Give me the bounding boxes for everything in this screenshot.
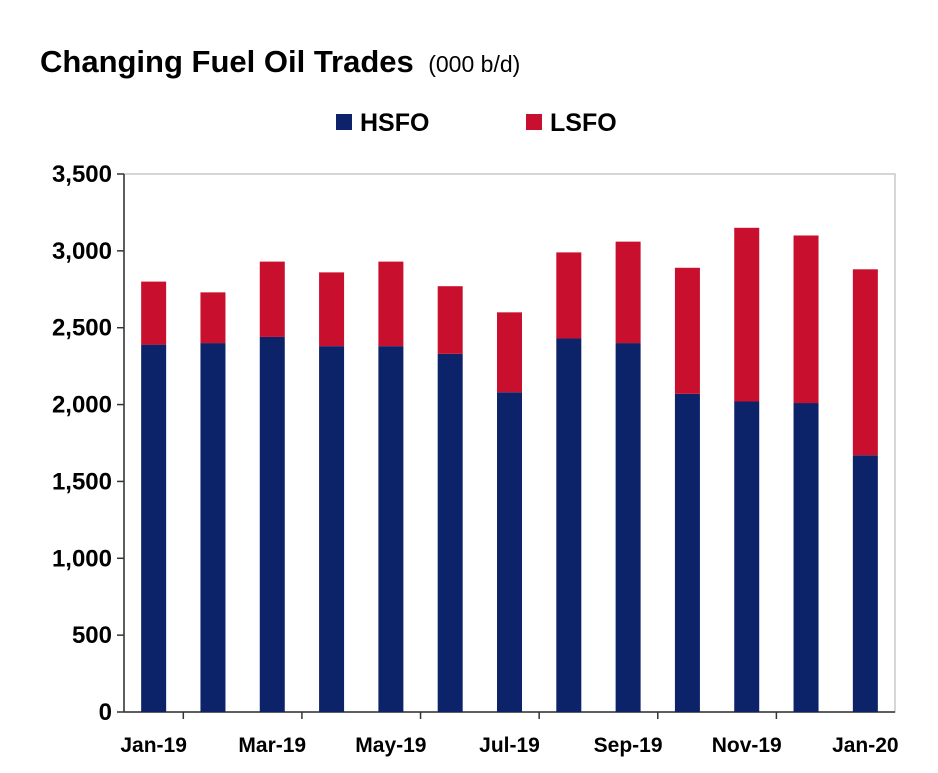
x-tick-label: Jan-20 [832,734,899,757]
chart-title-unit: (000 b/d) [428,51,520,77]
y-tick-label: 1,000 [52,545,112,572]
bar-lsfo [319,272,345,347]
y-tick-label: 3,500 [52,161,112,188]
bar-lsfo [674,267,700,394]
x-axis: Jan-19 Mar-19 May-19 Jul-19 Sep-19 Nov-19 Jan-… [120,711,899,757]
y-tick-label: 0 [99,699,112,726]
bar-lsfo [497,312,522,393]
y-tick-label: 2,000 [52,392,112,419]
x-tick-label: Jul-19 [479,734,540,757]
legend-swatch-hsfo [336,114,352,130]
bar-hsfo [734,401,760,712]
bar-lsfo [200,292,226,344]
bar-hsfo [793,403,819,712]
legend: HSFO LSFO [336,109,617,137]
bar-lsfo [141,281,167,345]
x-tick-label: Jan-19 [120,734,187,757]
bar-lsfo [259,261,285,337]
x-tick-label: Sep-19 [594,734,663,757]
bar-hsfo [319,346,345,712]
bar-hsfo [378,346,404,712]
bar-lsfo [852,269,878,456]
chart-title: Changing Fuel Oil Trades (000 b/d) [40,44,520,79]
bar-lsfo [734,227,760,402]
y-tick-label: 1,500 [52,468,112,495]
bar-hsfo [497,392,522,712]
y-axis: 0 500 1,000 1,500 2,000 2,500 3,000 3,500 [52,161,125,726]
legend-swatch-lsfo [526,114,542,130]
x-tick-label: Mar-19 [238,734,306,757]
y-tick-label: 500 [72,622,112,649]
bars [141,227,878,712]
bar-lsfo [378,261,404,347]
bar-hsfo [615,343,641,712]
x-tick-label: Nov-19 [712,734,782,757]
bar-hsfo [556,338,582,712]
x-tick-label: May-19 [355,734,426,757]
bar-lsfo [437,286,463,354]
bar-hsfo [437,353,463,712]
bar-lsfo [793,235,819,404]
bar-hsfo [852,455,878,712]
y-tick-label: 2,500 [52,315,112,342]
chart-title-main: Changing Fuel Oil Trades [40,44,414,79]
bar-lsfo [615,241,641,344]
bar-lsfo [556,252,582,339]
legend-label-hsfo: HSFO [360,109,429,137]
bar-hsfo [259,336,285,712]
y-tick-label: 3,000 [52,238,112,265]
bar-hsfo [141,344,167,712]
plot-area: 0 500 1,000 1,500 2,000 2,500 3,000 3,500 Jan-1… [52,161,899,757]
bar-hsfo [200,343,226,712]
bar-hsfo [674,393,700,712]
legend-label-lsfo: LSFO [550,109,617,137]
